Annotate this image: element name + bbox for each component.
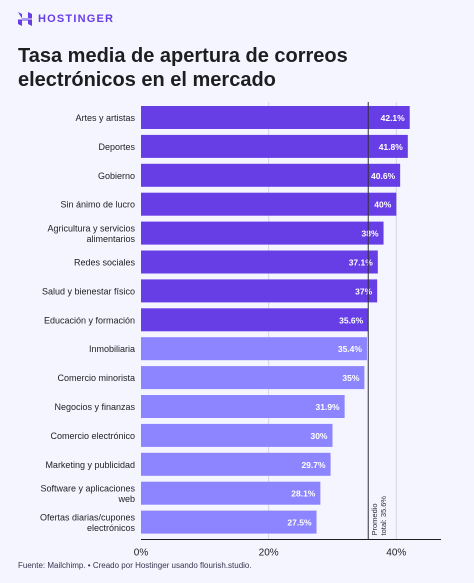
category-label: Inmobiliaria — [89, 344, 135, 354]
bar — [141, 366, 365, 390]
category-label: Agricultura y servicios — [47, 223, 135, 233]
brand-logo: HOSTINGER — [18, 12, 114, 26]
bar-value-label: 41.8% — [379, 142, 404, 152]
category-label: Ofertas diarias/cupones — [40, 512, 136, 522]
bar — [141, 279, 378, 303]
bar-value-label: 31.9% — [316, 402, 341, 412]
hostinger-logo-icon — [18, 12, 32, 26]
bar — [141, 221, 384, 245]
category-label: Salud y bienestar físico — [42, 286, 135, 296]
bar — [141, 192, 397, 216]
category-label: alimentarios — [86, 234, 135, 244]
bar-value-label: 42.1% — [381, 113, 406, 123]
average-reference-label: total: 35.6% — [379, 496, 388, 536]
category-label: Artes y artistas — [75, 113, 135, 123]
source-footer: Fuente: Mailchimp. • Creado por Hostinge… — [18, 561, 252, 570]
brand-name: HOSTINGER — [38, 13, 115, 25]
bar — [141, 106, 410, 129]
bar — [141, 134, 408, 158]
bar-value-label: 35% — [342, 373, 359, 383]
bar — [141, 481, 321, 505]
category-label: Sin ánimo de lucro — [60, 200, 135, 210]
bar-value-label: 37% — [355, 286, 372, 296]
bar — [141, 163, 401, 187]
bar — [141, 308, 369, 332]
bar — [141, 337, 367, 361]
average-reference-label: Promedio — [370, 503, 379, 535]
category-label: web — [117, 494, 135, 504]
bar-value-label: 37.1% — [349, 258, 374, 268]
category-label: Marketing y publicidad — [45, 460, 135, 470]
category-label: electrónicos — [87, 523, 136, 533]
category-label: Software y aplicaciones — [40, 483, 135, 493]
category-label: Deportes — [98, 142, 135, 152]
category-label: Redes sociales — [74, 258, 136, 268]
bar-value-label: 35.4% — [338, 344, 363, 354]
bar-value-label: 28.1% — [291, 489, 316, 499]
bar — [141, 395, 345, 418]
x-tick-label: 0% — [134, 548, 149, 559]
category-label: Comercio minorista — [57, 373, 135, 383]
x-tick-label: 40% — [386, 548, 406, 559]
bar-value-label: 35.6% — [339, 315, 364, 325]
bar-value-label: 30% — [310, 431, 327, 441]
bar-value-label: 29.7% — [301, 460, 326, 470]
bar — [141, 452, 331, 476]
chart-title: Tasa media de apertura de correos electr… — [18, 45, 348, 91]
bar-value-label: 38% — [362, 229, 379, 239]
category-label: Gobierno — [98, 171, 135, 181]
category-label: Educación y formación — [44, 315, 135, 325]
category-label: Comercio electrónico — [50, 431, 135, 441]
x-tick-label: 20% — [259, 548, 279, 559]
bar — [141, 510, 317, 534]
bar — [141, 250, 378, 274]
bar-value-label: 27.5% — [287, 518, 312, 528]
bar-value-label: 40.6% — [371, 171, 396, 181]
bar-value-label: 40% — [374, 200, 391, 210]
category-label: Negocios y finanzas — [54, 402, 135, 412]
bar — [141, 423, 333, 447]
